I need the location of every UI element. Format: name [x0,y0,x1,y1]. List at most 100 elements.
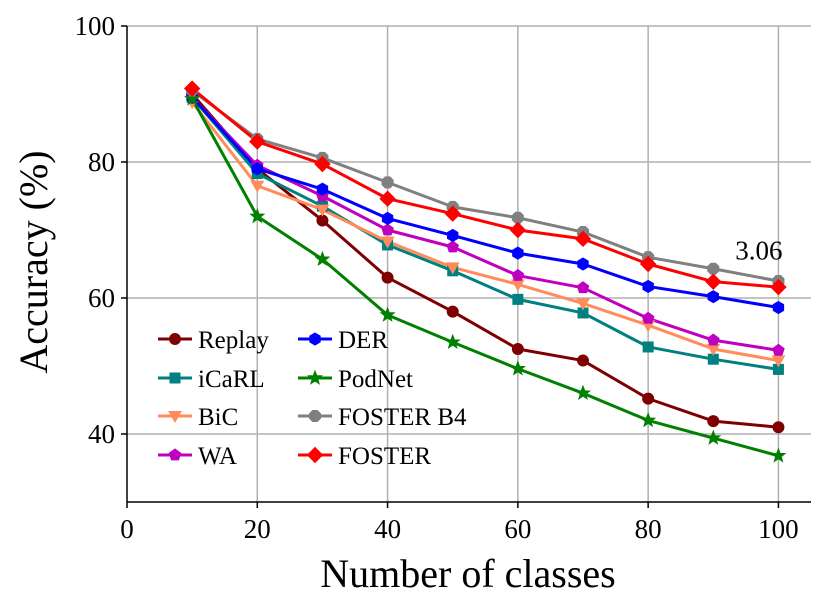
legend-label-wa: WA [198,443,237,470]
point-icarl-80 [642,341,654,353]
legend-marker-icarl [169,372,181,384]
point-replay-80 [642,392,655,405]
point-bic-50 [445,262,460,275]
point-der-50 [447,228,459,243]
point-bic-30 [315,204,330,217]
point-der-70 [577,257,589,271]
point-foster-b4-40 [381,176,394,189]
series-line-der [191,96,779,309]
point-wa-60 [511,268,525,281]
series-line-icarl [191,96,779,371]
point-wa-50 [446,240,460,253]
point-podnet-20 [249,207,266,224]
point-replay-100 [772,421,785,434]
legend-marker-podnet [306,369,324,385]
series-lines [190,87,779,458]
point-der-90 [707,290,719,304]
legend-label-foster-b4: FOSTER B4 [338,404,467,431]
point-replay-40 [381,271,394,284]
legend-item-wa: WA [158,443,237,470]
point-der-30 [316,182,329,196]
legend-item-icarl: iCaRL [158,366,265,393]
point-podnet-40 [379,306,396,322]
point-foster-90 [705,273,722,290]
point-wa-70 [576,281,590,294]
legend-marker-der [309,332,321,346]
y-tick-label-100: 100 [75,11,116,41]
point-replay-60 [511,343,524,355]
legend-marker-foster [306,446,324,464]
y-tick-label-60: 60 [88,283,115,313]
point-wa-40 [381,223,394,236]
point-foster-b4-60 [511,211,524,224]
legend: Replay iCaRL BiC WA DER PodNet FOSTER B4 FOSTER [158,327,467,470]
point-podnet-50 [444,333,461,350]
point-wa-80 [641,311,655,324]
point-der-20 [251,162,263,176]
point-podnet-60 [509,360,526,376]
y-tick-label-40: 40 [88,419,115,449]
x-tick-label-100: 100 [758,514,799,544]
axes [121,25,811,508]
legend-marker-foster-b4 [308,409,322,423]
legend-label-podnet: PodNet [338,366,413,393]
point-wa-100 [772,343,785,356]
point-der-40 [381,211,394,226]
legend-label-foster: FOSTER [338,443,431,470]
series-line-podnet [190,98,779,458]
legend-label-icarl: iCaRL [198,366,265,393]
x-tick-label-60: 60 [504,514,531,544]
point-wa-90 [706,333,720,346]
x-tick-label-0: 0 [120,514,134,544]
point-foster-10 [183,80,201,97]
x-axis-title: Number of classes [320,551,615,596]
y-axis-title: Accuracy (%) [11,150,56,373]
point-bic-70 [576,298,590,311]
point-podnet-90 [705,429,722,445]
point-der-80 [642,279,654,294]
grid [127,25,811,502]
legend-marker-replay [169,333,181,345]
legend-marker-wa [168,448,182,461]
legend-marker-bic [168,411,182,424]
legend-item-bic: BiC [158,404,238,431]
point-foster-80 [639,255,657,273]
series-markers [183,80,787,463]
point-bic-20 [250,180,265,193]
point-replay-50 [446,305,459,318]
point-foster-30 [314,155,331,173]
point-foster-100 [770,278,787,296]
point-podnet-70 [574,384,592,401]
series-line-foster-b4 [191,89,779,283]
point-foster-70 [574,230,592,248]
series-line-replay [191,93,779,429]
legend-label-replay: Replay [198,327,269,354]
legend-item-podnet: PodNet [298,366,413,393]
point-podnet-80 [640,411,657,428]
point-foster-50 [444,205,461,222]
legend-item-der: DER [298,327,388,354]
series-line-foster [191,87,779,289]
point-der-100 [772,300,785,315]
tick-labels: 0 20 40 60 80 100 40 60 80 100 [75,11,799,544]
legend-item-foster: FOSTER [298,443,431,470]
point-foster-40 [379,190,396,207]
point-replay-30 [316,214,329,227]
legend-item-foster-b4: FOSTER B4 [298,404,467,431]
legend-label-bic: BiC [198,404,238,431]
y-tick-label-80: 80 [88,147,115,177]
point-icarl-60 [512,293,524,305]
point-podnet-30 [314,250,331,267]
series-line-bic [190,101,779,363]
x-tick-label-80: 80 [635,514,662,544]
legend-label-der: DER [338,327,388,354]
point-podnet-100 [770,447,787,463]
series-line-wa [191,96,779,352]
point-replay-70 [577,354,589,367]
point-bic-100 [771,355,786,368]
point-foster-b4-90 [707,262,720,275]
x-tick-label-20: 20 [244,514,271,544]
point-podnet-10 [184,90,201,106]
legend-item-replay: Replay [158,327,269,354]
